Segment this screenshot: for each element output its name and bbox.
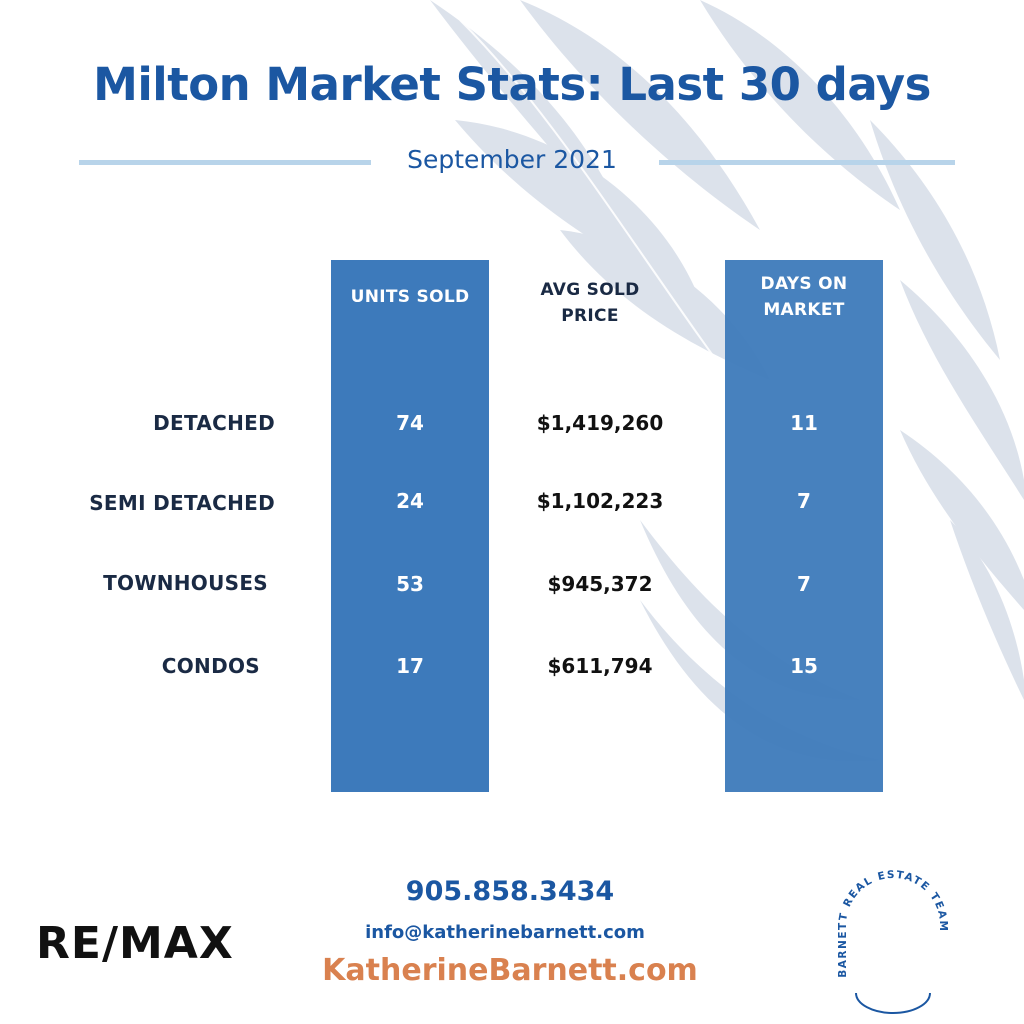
cell-price-townhouses: $945,372 [547,572,653,596]
cell-price-condos: $611,794 [547,654,653,678]
divider-right [659,160,955,165]
days-on-market-column [725,260,883,792]
row-label-detached: DETACHED [153,411,275,435]
cell-days-detached: 11 [790,411,818,435]
header-price-line2: PRICE [561,306,619,326]
header-units-sold: UNITS SOLD [350,287,470,307]
contact-email[interactable]: info@katherinebarnett.com [365,922,645,943]
contact-website[interactable]: KatherineBarnett.com [322,953,698,988]
header-price-line1: AVG SOLD [540,280,640,300]
row-label-condos: CONDOS [161,654,260,678]
units-sold-column [331,260,489,792]
cell-units-townhouses: 53 [396,572,424,596]
cell-days-semi-detached: 7 [797,489,811,513]
cell-units-condos: 17 [396,654,424,678]
cell-days-condos: 15 [790,654,818,678]
divider-left [79,160,371,165]
cell-price-detached: $1,419,260 [536,411,664,435]
contact-phone[interactable]: 905.858.3434 [405,876,615,907]
page-title: Milton Market Stats: Last 30 days [93,58,931,111]
header-days-on-market: DAYS ON MARKET [725,271,883,323]
badge-text: BARNETT REAL ESTATE TEAM [837,869,948,978]
header-avg-sold-price: AVG SOLD PRICE [510,277,670,329]
row-label-semi-detached: SEMI DETACHED [89,491,275,515]
header-days-line2: MARKET [763,300,845,320]
subtitle-date: September 2021 [407,145,617,174]
barnett-team-badge-logo: BARNETT REAL ESTATE TEAM [837,869,949,1014]
cell-price-semi-detached: $1,102,223 [536,489,664,513]
row-label-townhouses: TOWNHOUSES [103,571,268,595]
cell-days-townhouses: 7 [797,572,811,596]
header-days-line1: DAYS ON [760,274,848,294]
cell-units-semi-detached: 24 [396,489,424,513]
cell-units-detached: 74 [396,411,424,435]
svg-text:BARNETT REAL ESTATE TEAM: BARNETT REAL ESTATE TEAM [837,869,949,978]
remax-logo: RE/MAX [36,918,234,969]
